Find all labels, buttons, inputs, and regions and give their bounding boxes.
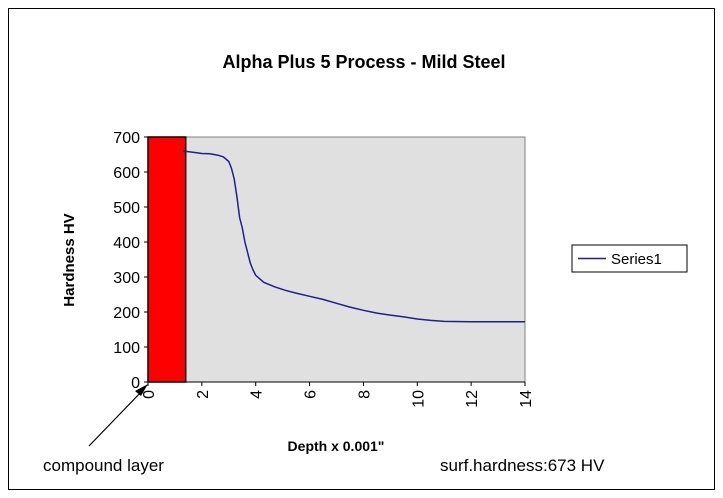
y-tick-label: 500 [113, 200, 140, 217]
x-tick-label: 12 [464, 390, 481, 408]
y-tick-label: 300 [113, 270, 140, 287]
y-tick-label: 200 [113, 305, 140, 322]
legend: Series1 [572, 245, 687, 272]
x-tick-label: 2 [195, 390, 212, 399]
x-tick-label: 10 [410, 390, 427, 408]
x-tick-label: 14 [518, 390, 535, 408]
plot-area [148, 137, 525, 382]
y-axis-label: Hardness HV [61, 213, 78, 306]
y-tick-label: 400 [113, 235, 140, 252]
chart-title: Alpha Plus 5 Process - Mild Steel [222, 52, 505, 72]
y-tick-label: 100 [113, 340, 140, 357]
legend-label: Series1 [611, 251, 662, 268]
compound-layer-label: compound layer [43, 456, 164, 475]
x-tick-label: 8 [356, 390, 373, 399]
y-tick-label: 700 [113, 130, 140, 147]
x-tick-label: 4 [249, 390, 266, 399]
compound-layer-bar [148, 137, 186, 382]
x-axis-label: Depth x 0.001" [288, 438, 385, 454]
surface-hardness-annotation: surf.hardness:673 HV [440, 456, 605, 475]
y-tick-label: 600 [113, 165, 140, 182]
x-tick-label: 6 [303, 390, 320, 399]
compound-layer-arrow [89, 390, 143, 446]
